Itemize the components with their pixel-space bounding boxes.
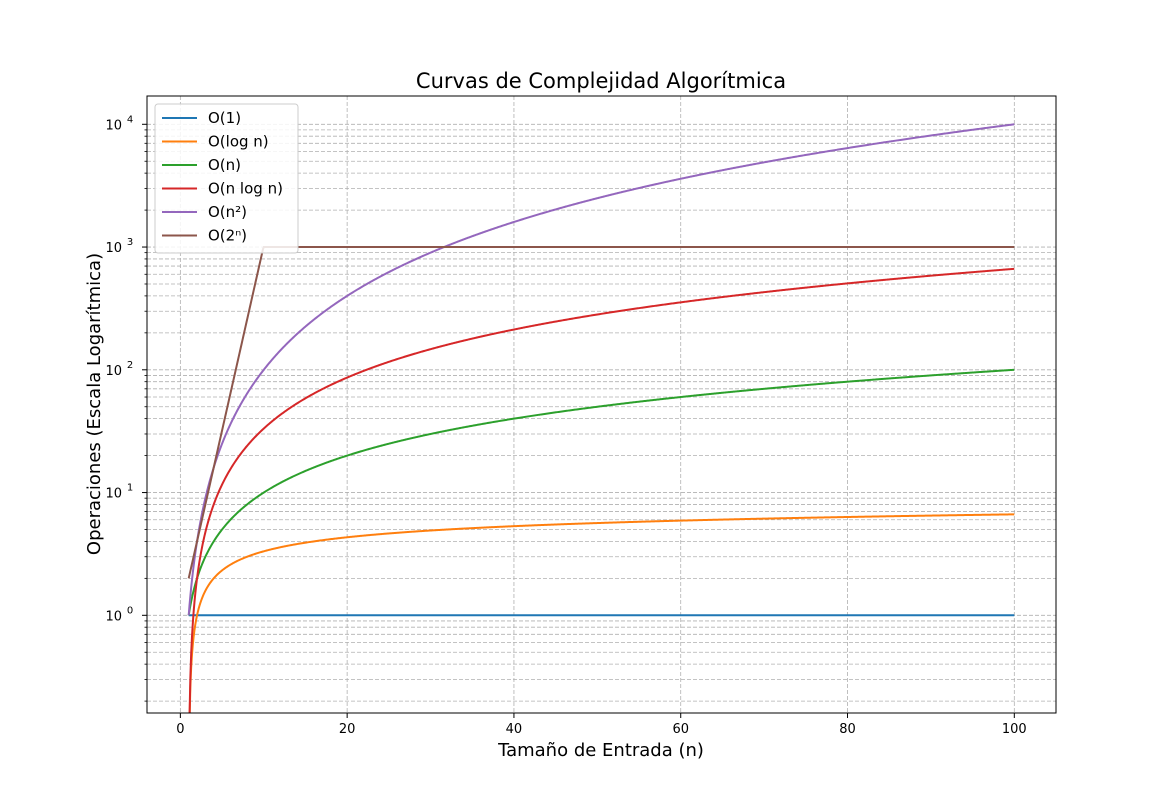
legend-label-5: O(2ⁿ) [208,227,247,245]
legend: O(1) O(log n) O(n) O(n log n) O(n²) O(2ⁿ) [154,103,299,254]
legend-label-0: O(1) [208,109,241,127]
series-line-4 [187,123,1015,616]
y-tick-exponent: 2 [127,360,133,371]
x-tick-label: 60 [672,722,689,737]
x-tick-label: 40 [506,722,523,737]
y-axis-label: Operaciones (Escala Logarítmica) [84,253,105,555]
series-lines [187,123,1015,713]
series-line-3 [188,267,1015,713]
x-tick-label: 20 [339,722,356,737]
x-axis-ticks: 0 20 40 60 80 100 [176,713,1027,737]
y-tick-label: 10 [105,609,122,624]
legend-label-4: O(n²) [208,203,247,221]
y-tick-exponent: 4 [127,114,133,125]
legend-label-2: O(n) [208,156,241,174]
legend-label-1: O(log n) [208,133,269,151]
x-tick-label: 0 [176,722,184,737]
y-tick-label: 10 [105,241,122,256]
legend-label-3: O(n log n) [208,180,283,198]
x-tick-label: 80 [839,722,856,737]
series-line-1 [188,513,1015,713]
x-axis-label: Tamaño de Entrada (n) [497,740,704,761]
y-tick-exponent: 1 [127,483,133,494]
y-tick-label: 10 [105,364,122,379]
y-tick-exponent: 0 [127,605,133,616]
plot-frame [146,95,1057,714]
y-tick-label: 10 [105,118,122,133]
x-tick-label: 100 [1002,722,1027,737]
series-line-5 [187,246,1015,579]
y-tick-label: 10 [105,487,122,502]
y-tick-exponent: 3 [127,237,133,248]
series-line-2 [187,368,1015,616]
chart-title: Curvas de Complejidad Algorítmica [416,69,786,93]
y-axis-ticks: 10 0 10 1 10 2 10 3 10 4 [105,114,147,702]
